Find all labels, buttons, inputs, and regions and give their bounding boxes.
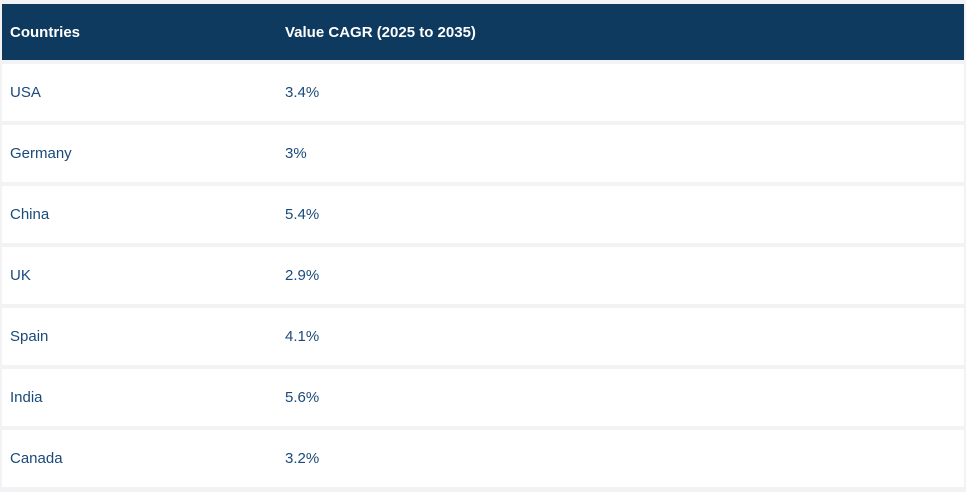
table-row: China 5.4% [2,186,964,243]
table-header-row: Countries Value CAGR (2025 to 2035) [2,4,964,60]
country-cell: USA [2,64,277,121]
table-row: India 5.6% [2,369,964,426]
country-cell: Spain [2,308,277,365]
cagr-value-cell: 4.1% [277,308,964,365]
cagr-value-cell: 3.2% [277,430,964,487]
cagr-value-cell: 5.4% [277,186,964,243]
table-row: Spain 4.1% [2,308,964,365]
country-cell: Canada [2,430,277,487]
country-cell: China [2,186,277,243]
country-cell: India [2,369,277,426]
column-header-countries: Countries [2,4,277,60]
country-cell: UK [2,247,277,304]
table-row: USA 3.4% [2,64,964,121]
table-row: Germany 3% [2,125,964,182]
cagr-value-cell: 2.9% [277,247,964,304]
column-header-value-cagr: Value CAGR (2025 to 2035) [277,4,964,60]
cagr-value-cell: 5.6% [277,369,964,426]
table-row: Canada 3.2% [2,430,964,487]
cagr-value-cell: 3% [277,125,964,182]
cagr-value-cell: 3.4% [277,64,964,121]
country-cell: Germany [2,125,277,182]
table-row: UK 2.9% [2,247,964,304]
